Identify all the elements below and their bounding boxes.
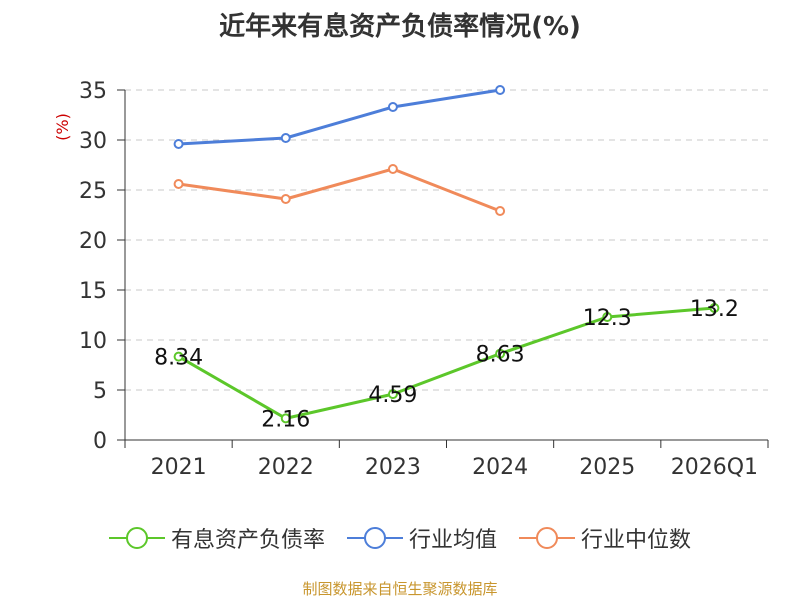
legend-swatch xyxy=(346,527,403,549)
legend: 有息资产负债率 行业均值 行业中位数 xyxy=(0,520,800,556)
x-tick-label: 2023 xyxy=(365,455,421,480)
data-point xyxy=(495,348,506,359)
data-point xyxy=(495,206,506,216)
legend-label: 行业均值 xyxy=(408,528,497,553)
y-tick-label: 25 xyxy=(79,179,107,204)
y-tick-label: 15 xyxy=(79,279,107,304)
y-tick-label: 10 xyxy=(79,329,107,354)
series-line-1 xyxy=(177,306,715,420)
data-point xyxy=(173,139,184,149)
y-tick-label: 35 xyxy=(79,79,107,104)
data-point xyxy=(602,312,613,322)
y-tick-label: 5 xyxy=(93,379,107,404)
data-point xyxy=(173,351,184,362)
legend-item-3[interactable]: 行业中位数 xyxy=(519,522,691,554)
data-label: 12.3 xyxy=(583,306,632,331)
chart-title: 近年来有息资产负债率情况(%) xyxy=(219,12,581,42)
data-label: 13.2 xyxy=(690,297,739,322)
data-label: 2.16 xyxy=(261,407,310,432)
data-point xyxy=(280,194,291,204)
data-label: 4.59 xyxy=(368,383,417,408)
legend-label: 有息资产负债率 xyxy=(170,528,325,553)
data-point xyxy=(280,133,291,143)
y-tick-label: 30 xyxy=(79,129,107,154)
data-label: 8.63 xyxy=(476,343,525,368)
x-tick-label: 2025 xyxy=(579,455,635,480)
x-tick-label: 2022 xyxy=(258,455,314,480)
series-line-2 xyxy=(178,88,501,146)
source-note: 制图数据来自恒生聚源数据库 xyxy=(302,580,498,598)
data-point xyxy=(495,85,506,95)
x-tick-label: 2021 xyxy=(151,455,207,480)
x-tick-label: 2024 xyxy=(472,455,528,480)
legend-swatch xyxy=(108,527,165,549)
y-tick-label: 20 xyxy=(79,229,107,254)
y-axis-label: (%) xyxy=(53,113,72,141)
data-label: 8.34 xyxy=(154,346,203,371)
data-point xyxy=(387,164,398,174)
legend-item-2[interactable]: 行业均值 xyxy=(346,522,497,554)
data-point xyxy=(173,179,184,189)
legend-label: 行业中位数 xyxy=(581,528,692,553)
y-tick-label: 0 xyxy=(93,429,107,454)
data-point xyxy=(709,303,720,313)
data-point xyxy=(387,389,398,400)
series-line-3 xyxy=(178,167,501,213)
data-point xyxy=(280,413,291,424)
x-tick-label: 2026Q1 xyxy=(671,455,758,480)
legend-swatch xyxy=(519,527,575,549)
data-point xyxy=(387,102,398,112)
legend-item-1[interactable]: 有息资产负债率 xyxy=(108,522,325,554)
